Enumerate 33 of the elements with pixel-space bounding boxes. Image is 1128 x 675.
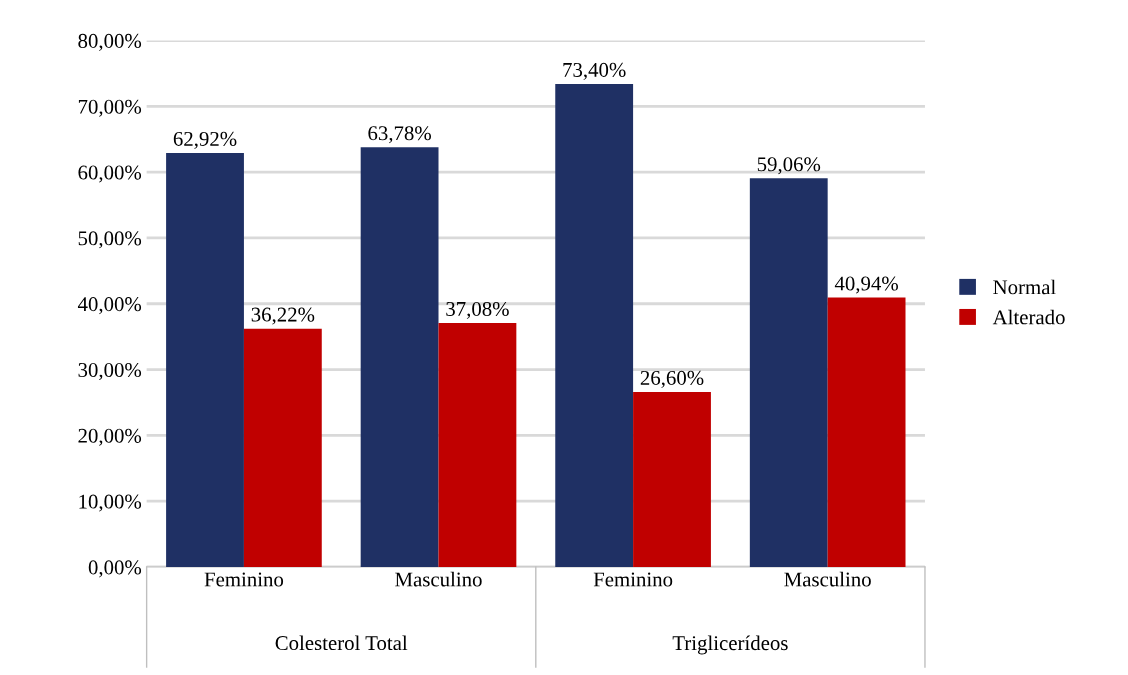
legend-label: Alterado (992, 309, 1065, 325)
text: Triglicerídeos (672, 635, 788, 655)
text: Colesterol Total (275, 635, 408, 651)
data-label: 40,94% (834, 276, 898, 294)
x-tick-label: Masculino (784, 571, 871, 587)
y-tick-label: 0,00% (88, 560, 142, 578)
y-tick-label: 20,00% (78, 428, 142, 446)
y-tick-label: 30,00% (78, 362, 142, 380)
y-tick-label: 70,00% (78, 99, 142, 117)
bar (166, 152, 244, 567)
data-label: 63,78% (368, 126, 431, 144)
bar (827, 297, 906, 567)
x-tick-label: Feminino (204, 572, 284, 587)
bar (438, 322, 517, 567)
data-label: 37,08% (446, 301, 509, 319)
y-tick-label: 50,00% (78, 231, 142, 249)
bar (360, 147, 439, 567)
data-label: 62,92% (173, 131, 237, 149)
bar (633, 391, 711, 567)
data-label: 26,60% (640, 370, 704, 388)
x-tick-label: Masculino (395, 571, 482, 587)
y-tick-label: 10,00% (79, 494, 142, 512)
y-tick-label: 80,00% (78, 33, 142, 51)
bar (555, 83, 634, 567)
bar (243, 328, 322, 567)
legend-label: Normal (993, 279, 1056, 295)
bar (749, 178, 828, 567)
x-tick-label: Feminino (593, 572, 673, 587)
data-label: 36,22% (251, 307, 315, 325)
data-label: 59,06% (757, 157, 821, 175)
y-tick-label: 60,00% (78, 165, 142, 183)
y-tick-label: 40,00% (77, 297, 142, 315)
data-label: 73,40% (563, 62, 626, 80)
